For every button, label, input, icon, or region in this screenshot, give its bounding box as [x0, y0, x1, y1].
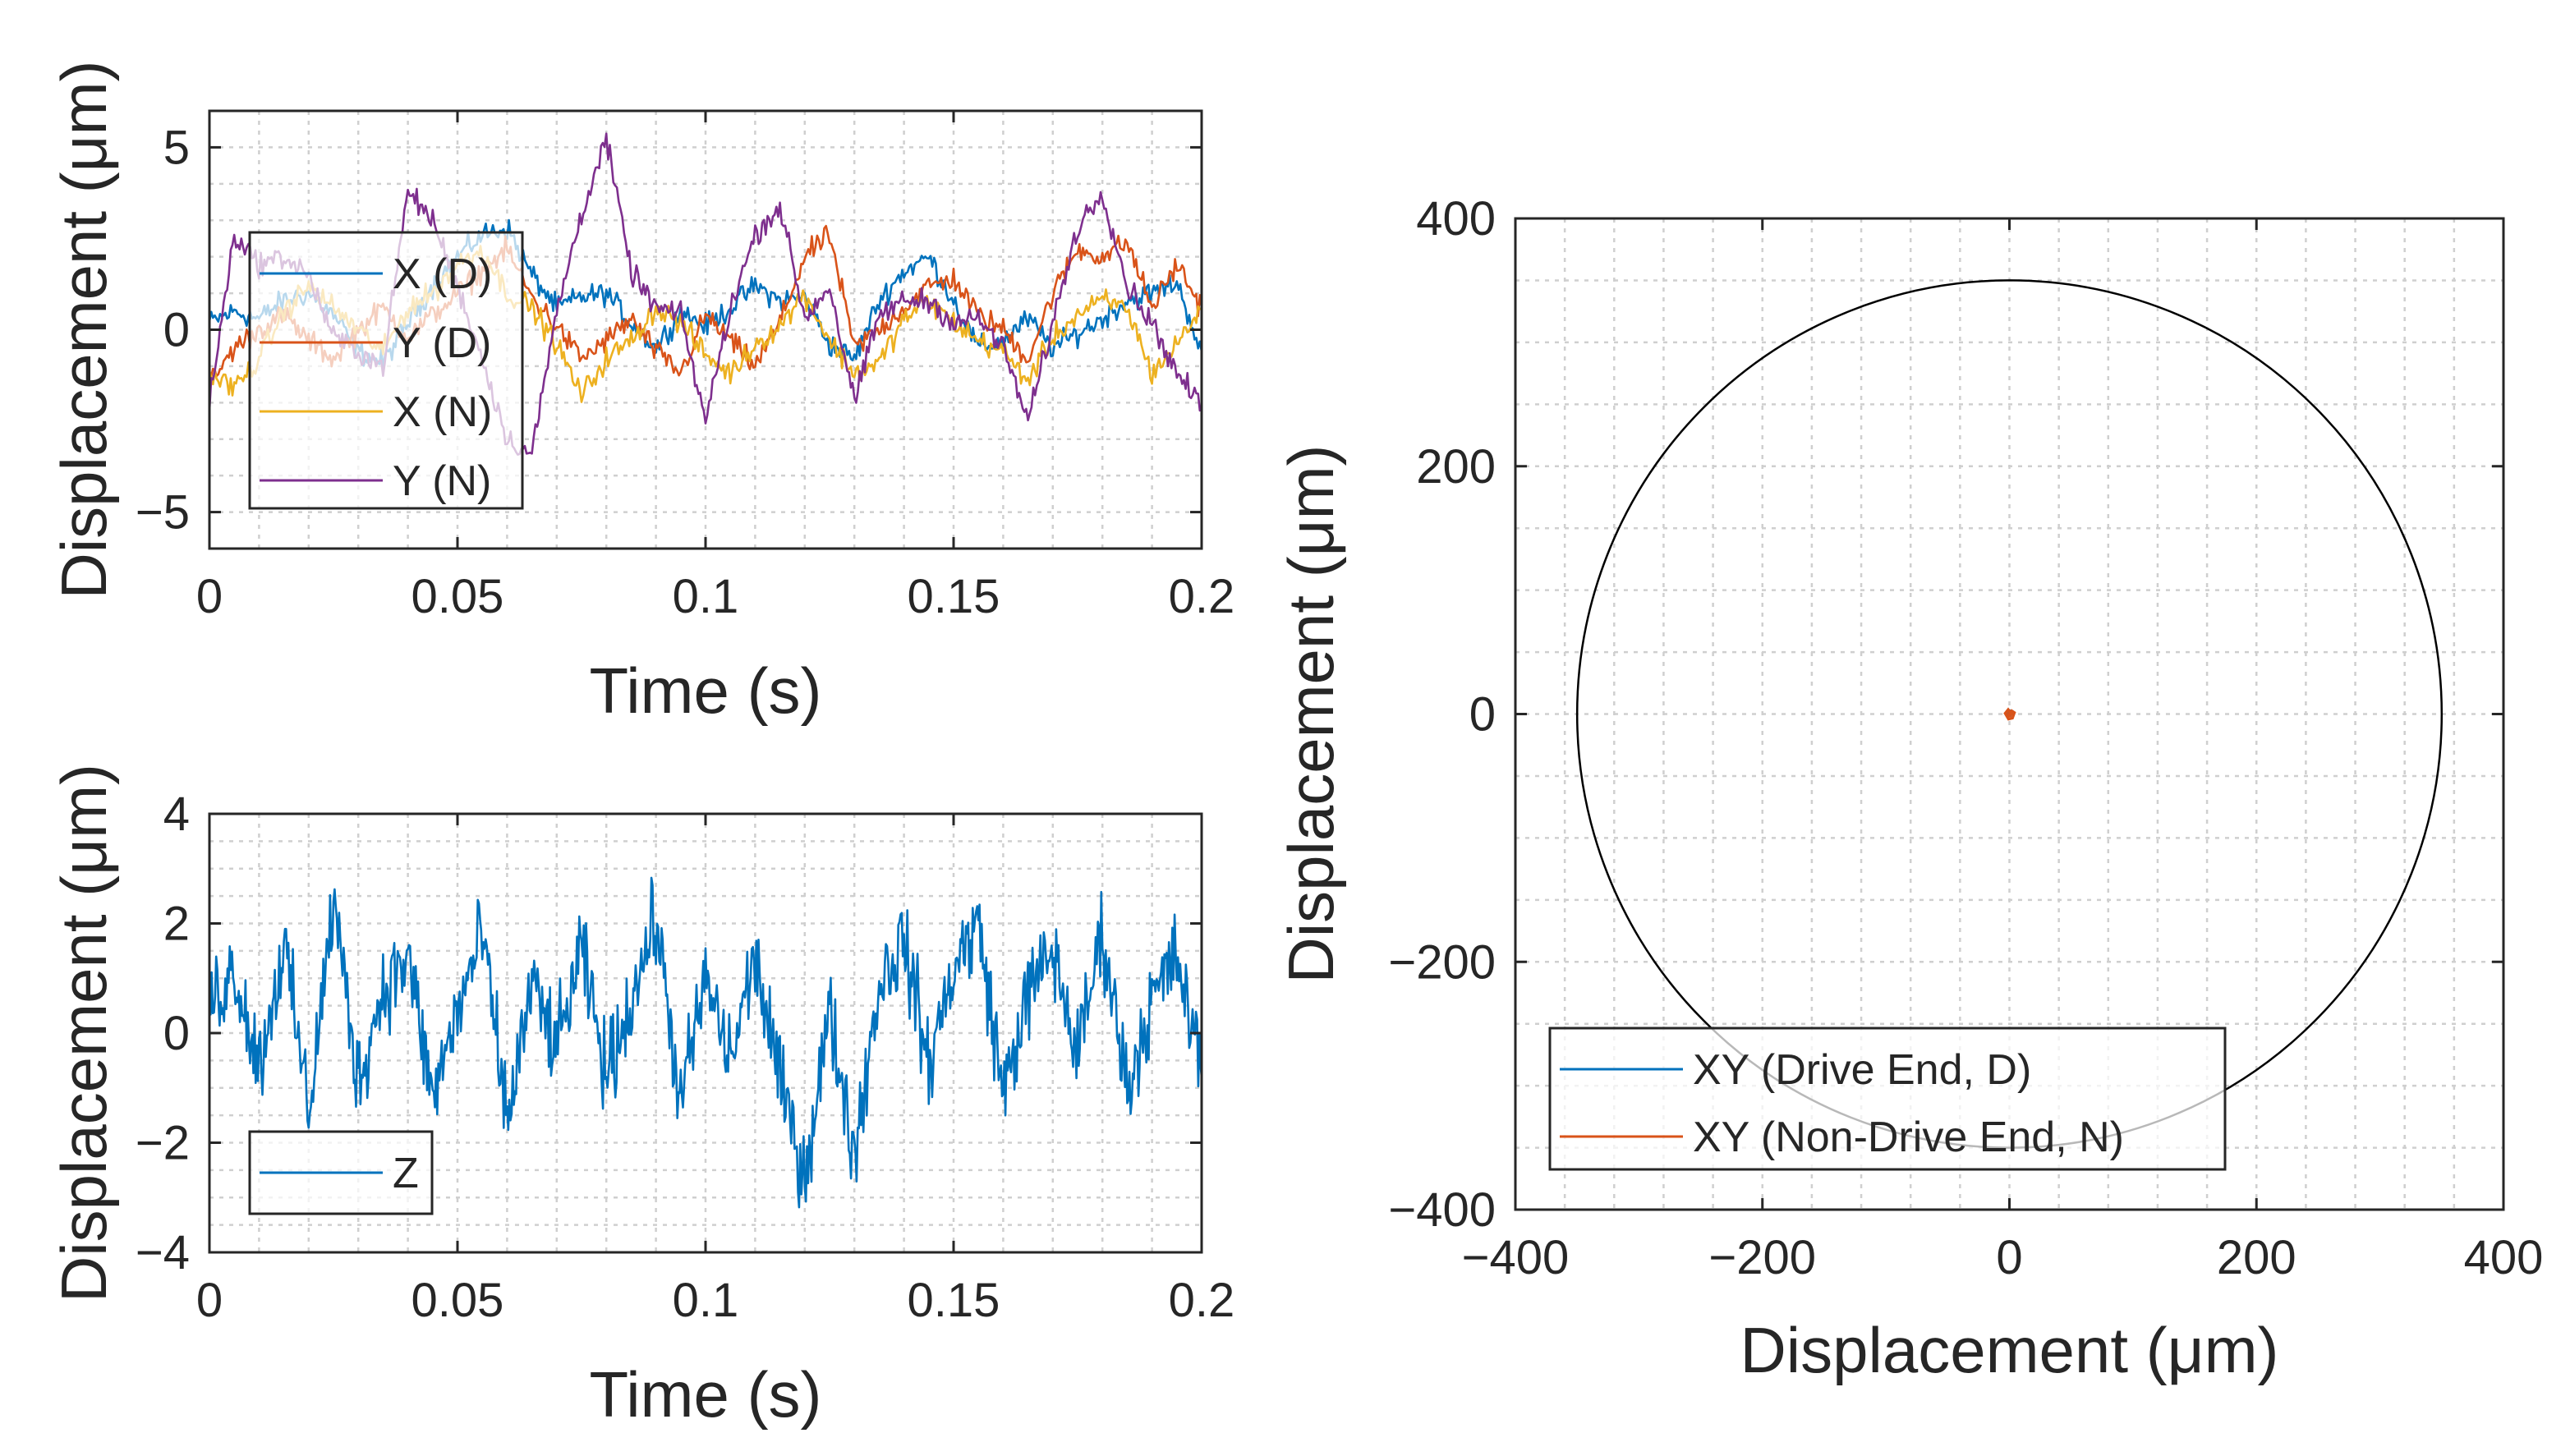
grid-lines: [209, 814, 1202, 1252]
grid-lines: [209, 111, 1202, 549]
x-tick-label: 0.05: [411, 1274, 504, 1327]
y-tick-label: −400: [1388, 1183, 1496, 1237]
y-tick-label: −2: [136, 1117, 190, 1170]
legend: XY (Drive End, D) XY (Non-Drive End, N): [1548, 1027, 2227, 1171]
legend-box: [1548, 1027, 2227, 1171]
legend-entry: Z: [393, 1150, 419, 1197]
legend-box: [248, 231, 524, 510]
x-tick-label: 0.2: [1169, 1274, 1235, 1327]
y-tick-label: 0: [163, 1007, 190, 1060]
legend-entry: X (D): [393, 250, 492, 298]
x-tick-label: 0.1: [673, 570, 739, 623]
x-axis-label: Time (s): [589, 655, 821, 727]
x-tick-label: 0.05: [411, 570, 504, 623]
y-tick-label: −5: [136, 486, 190, 540]
legend-entry: XY (Drive End, D): [1693, 1046, 2031, 1094]
x-tick-label: 200: [2217, 1231, 2296, 1284]
x-axis-label: Displacement (μm): [1740, 1314, 2278, 1386]
x-axis: −400 −200 0 200 400: [1462, 218, 2544, 1284]
x-tick-label: 0.2: [1169, 570, 1235, 623]
x-tick-label: 0.15: [908, 570, 1000, 623]
x-tick-label: 0.15: [908, 1274, 1000, 1327]
y-axis: −4 −2 0 2 4: [136, 788, 1202, 1279]
y-axis: −400 −200 0 200 400: [1388, 192, 2503, 1237]
x-axis: 0 0.05 0.1 0.15 0.2: [196, 814, 1234, 1327]
x-axis-label: Time (s): [589, 1358, 821, 1431]
x-tick-label: 0: [1996, 1231, 2022, 1284]
series-2-line: [2003, 707, 2016, 721]
y-tick-label: 0: [1469, 688, 1496, 742]
x-tick-label: 0: [196, 1274, 223, 1327]
y-tick-label: 2: [163, 898, 190, 951]
x-tick-label: 0: [196, 570, 223, 623]
y-tick-label: 4: [163, 788, 190, 841]
legend-entry: XY (Non-Drive End, N): [1693, 1114, 2124, 1161]
x-axis: 0 0.05 0.1 0.15 0.2: [196, 111, 1234, 623]
y-tick-label: 0: [163, 304, 190, 357]
legend: Z: [248, 1130, 434, 1215]
x-tick-label: 400: [2464, 1231, 2544, 1284]
y-axis-label: Displacement (μm): [48, 60, 120, 599]
x-tick-label: −400: [1462, 1231, 1570, 1284]
legend: X (D) Y (D) X (N) Y (N): [248, 231, 524, 510]
y-tick-label: −4: [136, 1226, 190, 1279]
series-1-line: [209, 876, 1202, 1209]
y-axis-label: Displacement (μm): [48, 764, 120, 1302]
x-tick-label: −200: [1708, 1231, 1816, 1284]
y-axis-label: Displacement (μm): [1275, 444, 1347, 983]
x-tick-label: 0.1: [673, 1274, 739, 1327]
y-tick-label: 400: [1416, 192, 1496, 246]
legend-entry: X (N): [393, 388, 492, 436]
legend-entry: Y (N): [393, 457, 491, 505]
y-tick-label: 5: [163, 121, 190, 174]
chart-orbit: −400 −200 0 200 400 −400 −200 0 200 400 Displaceme…: [1275, 192, 2543, 1386]
y-axis: −5 0 5: [136, 121, 1202, 540]
y-tick-label: −200: [1388, 935, 1496, 989]
plot-area: [209, 876, 1202, 1209]
y-tick-label: 200: [1416, 440, 1496, 494]
chart-axial-displacement: 0 0.05 0.1 0.15 0.2 −4 −2 0 2 4 Time (s) Displaceme…: [48, 764, 1234, 1431]
legend-entry: Y (D): [393, 319, 491, 367]
